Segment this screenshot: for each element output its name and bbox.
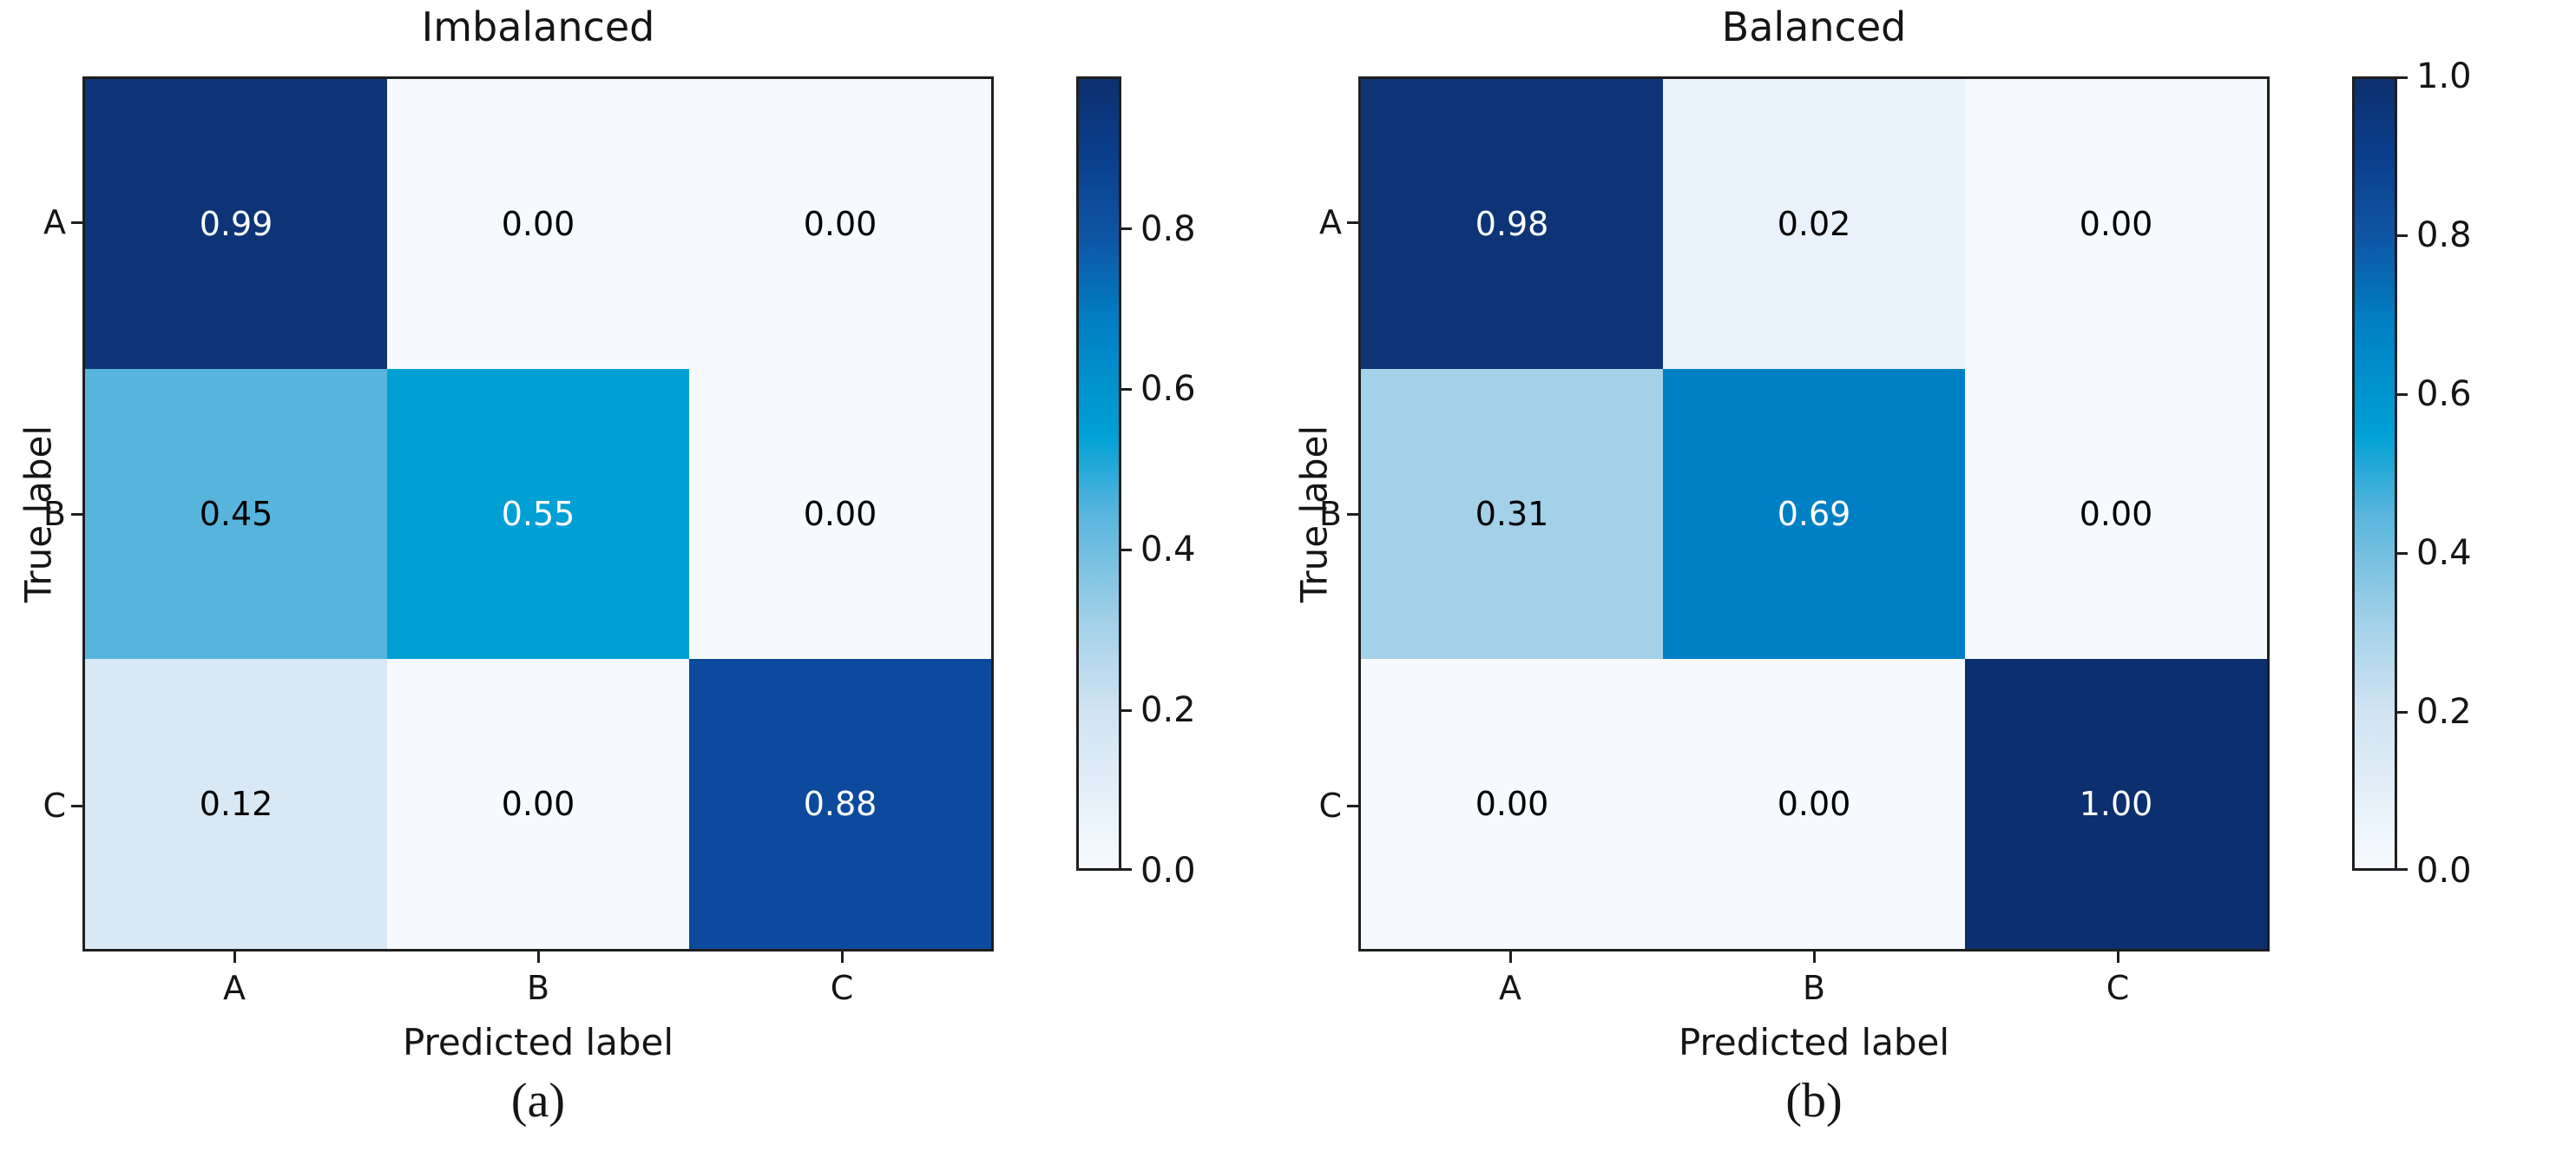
colorbar-tick-label: 0.0 <box>1140 851 1196 891</box>
heatmap-cell-BB: 0.55 <box>387 369 689 659</box>
heatmap-cell-AC: 0.00 <box>1965 79 2267 369</box>
y-tick-label-B: B <box>1318 495 1342 533</box>
y-tick-mark <box>1347 221 1358 224</box>
heatmap-cell-AC: 0.00 <box>689 79 991 369</box>
heatmap-cell-CC: 1.00 <box>1965 659 2267 949</box>
colorbar-tick-label: 0.2 <box>1140 690 1196 731</box>
x-axis-label: Predicted label <box>1678 1021 1950 1064</box>
heatmap-cell-AB: 0.00 <box>387 79 689 369</box>
colorbar-tick-mark <box>2397 710 2408 714</box>
chart-title: Balanced <box>1721 3 1907 50</box>
colorbar-tick-mark <box>1121 868 1132 871</box>
y-tick-mark <box>71 512 82 516</box>
x-tick-label-B: B <box>1802 969 1826 1007</box>
heatmap-grid: 0.98 0.02 0.00 0.31 0.69 0.00 0.00 0.00 1.00 <box>1358 76 2270 952</box>
y-tick-label-B: B <box>43 495 66 533</box>
colorbar-tick-label: 0.8 <box>2416 215 2472 255</box>
y-tick-mark <box>71 804 82 807</box>
x-tick-mark <box>1508 952 1512 963</box>
y-tick-label-C: C <box>1318 787 1342 825</box>
heatmap-grid: 0.99 0.00 0.00 0.45 0.55 0.00 0.12 0.00 0.88 <box>82 76 994 952</box>
heatmap-cell-BA: 0.31 <box>1361 369 1663 659</box>
x-tick-mark <box>840 952 844 963</box>
y-tick-label-C: C <box>43 787 66 825</box>
x-tick-label-A: A <box>1499 969 1521 1007</box>
x-tick-label-C: C <box>830 969 854 1007</box>
colorbar-tick-label: 0.0 <box>2416 851 2472 891</box>
y-tick-mark <box>1347 804 1358 807</box>
heatmap-cell-BA: 0.45 <box>85 369 387 659</box>
x-tick-mark <box>233 952 236 963</box>
colorbar-tick-mark <box>2397 551 2408 555</box>
y-tick-mark <box>71 221 82 224</box>
colorbar-tick-mark <box>1121 708 1132 712</box>
subfigure-caption: (b) <box>1785 1074 1843 1128</box>
chart-title: Imbalanced <box>421 3 655 50</box>
colorbar-tick-mark <box>2397 76 2408 79</box>
y-tick-mark <box>1347 512 1358 516</box>
colorbar-tick-mark <box>1121 548 1132 551</box>
heatmap-cell-CB: 0.00 <box>1663 659 1965 949</box>
colorbar-tick-label: 0.8 <box>1140 208 1196 249</box>
heatmap-cell-BC: 0.00 <box>689 369 991 659</box>
confusion-matrix-panel-balanced: Balanced True label 0.98 0.02 0.00 0.31 0.69… <box>1276 0 2576 1159</box>
colorbar: 0.8 0.6 0.4 0.2 0.0 <box>1076 76 1300 891</box>
heatmap-cell-AA: 0.98 <box>1361 79 1663 369</box>
colorbar-tick-mark <box>2397 868 2408 871</box>
x-tick-mark <box>2116 952 2119 963</box>
x-axis-label: Predicted label <box>402 1021 674 1064</box>
colorbar-tick-mark <box>2397 392 2408 396</box>
x-tick-mark <box>536 952 540 963</box>
colorbar-tick-label: 0.4 <box>2416 533 2472 573</box>
confusion-matrix-panel-imbalanced: Imbalanced True label 0.99 0.00 0.00 0.45 0.… <box>17 3 1300 1128</box>
colorbar-tick-mark <box>1121 227 1132 231</box>
colorbar-tick-label: 0.4 <box>1140 530 1196 570</box>
heatmap-cell-AB: 0.02 <box>1663 79 1965 369</box>
x-tick-label-A: A <box>223 969 246 1007</box>
colorbar-tick-label: 0.6 <box>1140 369 1196 410</box>
heatmap-cell-CA: 0.00 <box>1361 659 1663 949</box>
colorbar: 1.0 0.8 0.6 0.4 0.2 0.0 <box>2352 56 2576 891</box>
heatmap-cell-CA: 0.12 <box>85 659 387 949</box>
colorbar-gradient <box>2352 76 2397 871</box>
heatmap-cell-CB: 0.00 <box>387 659 689 949</box>
colorbar-gradient <box>1076 76 1121 871</box>
colorbar-tick-label: 1.0 <box>2416 56 2472 96</box>
colorbar-tick-mark <box>1121 387 1132 391</box>
heatmap-cell-AA: 0.99 <box>85 79 387 369</box>
y-tick-label-A: A <box>43 203 66 241</box>
colorbar-tick-label: 0.2 <box>2416 692 2472 732</box>
colorbar-tick-label: 0.6 <box>2416 374 2472 414</box>
colorbar-tick-mark <box>2397 234 2408 237</box>
x-tick-label-B: B <box>526 969 550 1007</box>
x-tick-label-C: C <box>2106 969 2130 1007</box>
heatmap-cell-BB: 0.69 <box>1663 369 1965 659</box>
heatmap-cell-BC: 0.00 <box>1965 369 2267 659</box>
heatmap-cell-CC: 0.88 <box>689 659 991 949</box>
subfigure-caption: (a) <box>510 1074 566 1128</box>
y-tick-label-A: A <box>1319 203 1342 241</box>
x-tick-mark <box>1812 952 1816 963</box>
